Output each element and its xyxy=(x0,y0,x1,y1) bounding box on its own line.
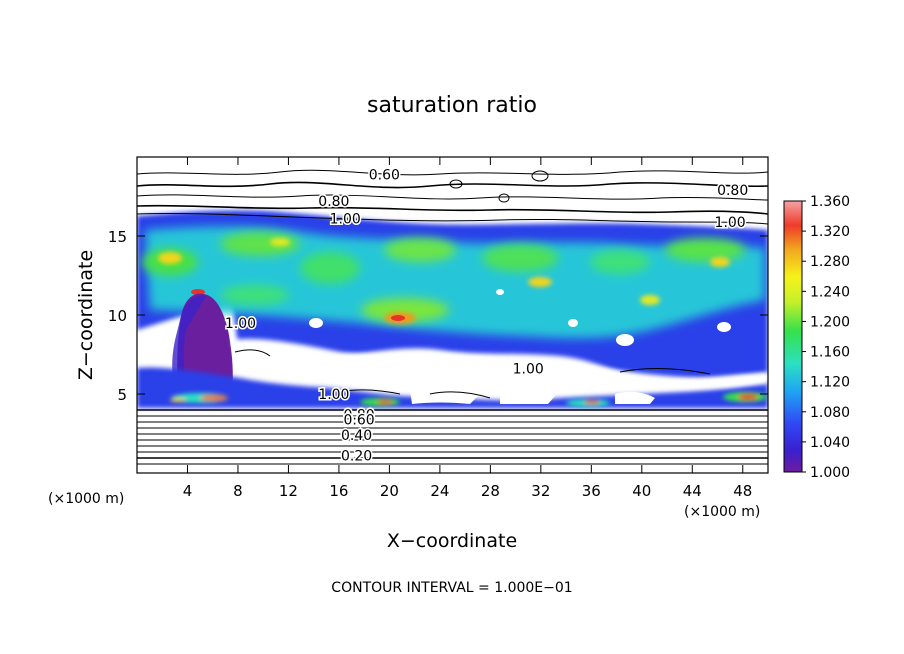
x-tick-label: 4 xyxy=(183,482,193,500)
upper-contours xyxy=(137,169,768,225)
x-tick-label: 12 xyxy=(279,482,298,500)
contour-label: 1.00 xyxy=(715,215,746,231)
lower-contours xyxy=(137,349,768,465)
contour-labels: 0.600.800.801.00 1.001.001.001.000.800.60… xyxy=(223,166,749,466)
contour-label: 0.40 xyxy=(341,428,372,444)
colorbar-tick-label: 1.280 xyxy=(810,254,850,270)
x-tick-label: 28 xyxy=(481,482,500,500)
x-tick-label: 40 xyxy=(632,482,651,500)
chart-title: saturation ratio xyxy=(367,93,537,118)
colorbar-tick-label: 1.160 xyxy=(810,345,850,361)
x-tick-label: 32 xyxy=(531,482,550,500)
colorbar-ticks: 1.000 1.040 1.080 1.120 1.160 1.200 1.240 1.280… xyxy=(802,194,850,481)
contour-interval-footer: CONTOUR INTERVAL = 1.000E−01 xyxy=(331,580,572,596)
lower-band-hot-spots xyxy=(170,392,767,407)
contour-label: 1.00 xyxy=(318,387,349,403)
x-tick-label: 20 xyxy=(380,482,399,500)
y-axis-label: Z−coordinate xyxy=(75,250,97,380)
contour-label: 0.60 xyxy=(344,412,375,428)
mid-gap-region xyxy=(232,338,768,388)
contour-label: 0.80 xyxy=(318,194,349,210)
green-patches xyxy=(142,232,745,322)
x-tick-label: 16 xyxy=(329,482,348,500)
x-axis-label: X−coordinate xyxy=(387,530,517,552)
colorbar-tick-label: 1.040 xyxy=(810,435,850,451)
contour-label: 0.60 xyxy=(369,167,400,183)
contour-label: 0.80 xyxy=(344,408,375,424)
x-tick-label: 8 xyxy=(233,482,243,500)
colorbar-tick-label: 1.240 xyxy=(810,284,850,300)
y-tick-label: 15 xyxy=(108,228,127,246)
y-unit-label: (×1000 m) xyxy=(48,491,124,507)
contour-label: 0.20 xyxy=(341,449,372,465)
colorbar-tick-label: 1.000 xyxy=(810,465,850,481)
x-tick-label: 48 xyxy=(733,482,752,500)
contour-label: 1.00 xyxy=(225,316,256,332)
y-tick-label: 5 xyxy=(117,386,127,404)
y-axis: 5 10 15 xyxy=(108,228,768,404)
x-tick-label: 36 xyxy=(582,482,601,500)
contour-label: 0.80 xyxy=(717,183,748,199)
contour-label: 1.00 xyxy=(513,362,544,378)
colorbar-tick-label: 1.200 xyxy=(810,314,850,330)
lower-band-gaps xyxy=(410,386,655,404)
clear-air-holes xyxy=(309,289,731,346)
x-axis: 4 8 12 16 20 24 28 32 36 40 44 48 xyxy=(183,157,752,500)
x-tick-label: 24 xyxy=(430,482,449,500)
x-unit-label: (×1000 m) xyxy=(684,504,760,520)
purple-column-edge xyxy=(172,295,206,392)
red-spot xyxy=(191,289,205,295)
saturation-field xyxy=(137,169,768,465)
red-spot xyxy=(391,315,405,321)
colorbar-tick-label: 1.120 xyxy=(810,375,850,391)
y-tick-label: 10 xyxy=(108,307,127,325)
x-tick-label: 44 xyxy=(683,482,702,500)
contour-label: 1.00 xyxy=(330,212,361,228)
colorbar-tick-label: 1.080 xyxy=(810,405,850,421)
lower-cloud-band xyxy=(137,367,768,408)
colorbar-tick-label: 1.360 xyxy=(810,194,850,210)
colorbar xyxy=(783,200,803,473)
colorbar-tick-label: 1.320 xyxy=(810,224,850,240)
